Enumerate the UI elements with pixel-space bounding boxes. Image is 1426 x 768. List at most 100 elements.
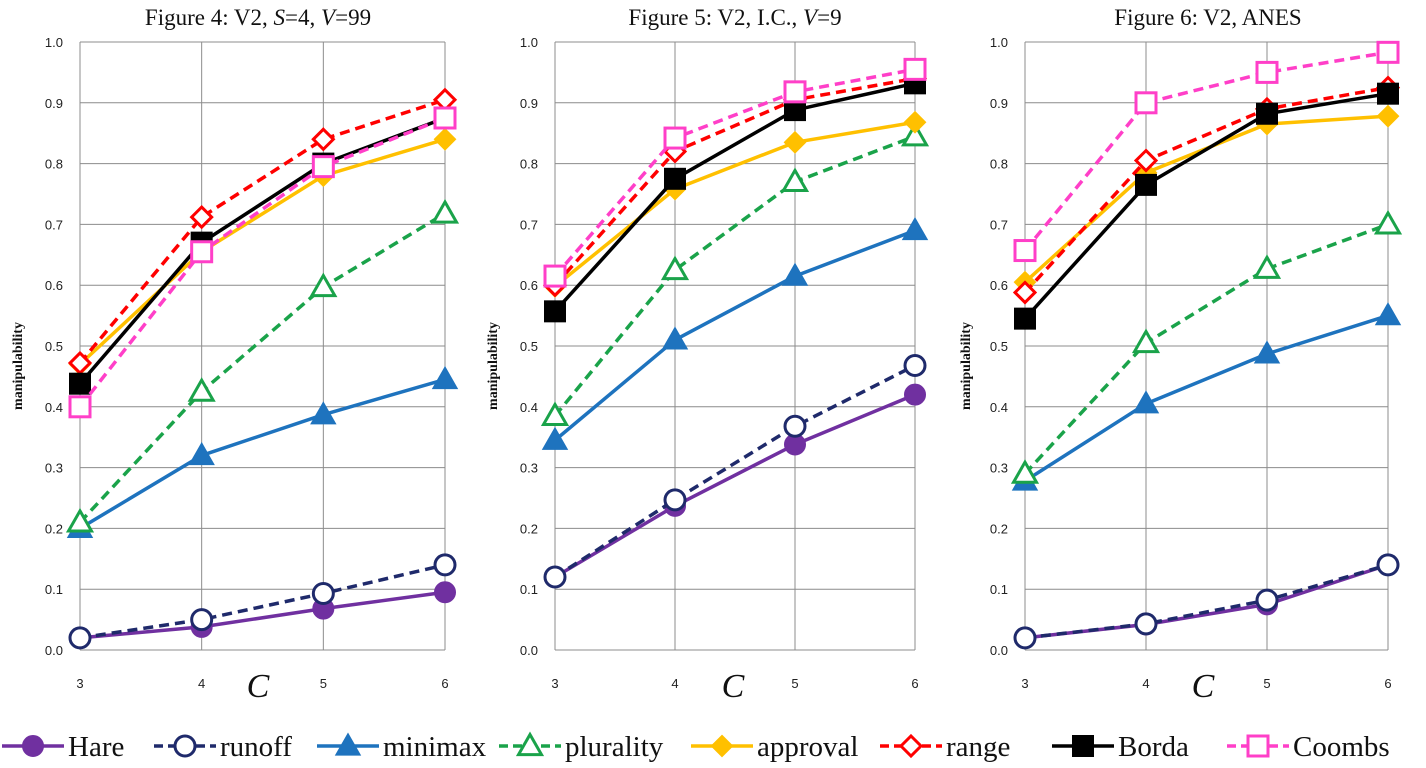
x-tick-label: 5 bbox=[320, 676, 327, 691]
series-line-runoff bbox=[1024, 563, 1389, 640]
data-point-coombs bbox=[1013, 239, 1037, 263]
data-point-hare bbox=[904, 383, 926, 406]
legend: Hare runoff minimax plurality approval range B… bbox=[2, 731, 1390, 763]
data-point-approval bbox=[903, 110, 927, 134]
data-point-range bbox=[1012, 280, 1038, 305]
series-line-range bbox=[1023, 85, 1389, 294]
y-tick-label: 0.6 bbox=[45, 278, 63, 293]
data-point-runoff bbox=[68, 626, 92, 650]
x-tick-label: 3 bbox=[1021, 676, 1028, 691]
series-runoff bbox=[1013, 553, 1400, 650]
y-tick-label: 0.3 bbox=[990, 461, 1008, 476]
data-point-plurality bbox=[1373, 209, 1403, 235]
data-point-minimax bbox=[541, 426, 569, 450]
chart-title-part: =4, bbox=[285, 5, 321, 30]
y-tick-label: 0.4 bbox=[520, 400, 538, 415]
legend-item-approval: approval bbox=[691, 731, 858, 763]
legend-marker bbox=[1072, 735, 1094, 757]
data-point-plurality bbox=[430, 198, 460, 224]
series-approval bbox=[543, 110, 927, 298]
series-line-range bbox=[553, 76, 916, 287]
chart-title-part: =9 bbox=[817, 5, 841, 30]
y-tick-label: 0.7 bbox=[520, 217, 538, 232]
data-point-plurality bbox=[187, 377, 216, 402]
x-tick-label: 6 bbox=[1384, 676, 1391, 691]
series-range bbox=[67, 87, 458, 376]
legend-label: plurality bbox=[565, 731, 664, 763]
y-tick-label: 0.5 bbox=[520, 339, 538, 354]
data-point-range bbox=[1133, 148, 1159, 173]
x-tick-label: 4 bbox=[1142, 676, 1149, 691]
y-tick-label: 0.9 bbox=[990, 96, 1008, 111]
data-point-plurality bbox=[1131, 328, 1161, 354]
series-line-approval bbox=[78, 137, 446, 366]
y-tick-label: 0.4 bbox=[990, 400, 1008, 415]
y-tick-label: 0.2 bbox=[520, 521, 538, 536]
series-line-hare bbox=[79, 590, 446, 640]
y-tick-label: 0.7 bbox=[45, 217, 63, 232]
y-tick-label: 0.8 bbox=[990, 157, 1008, 172]
legend-label: Hare bbox=[68, 731, 124, 763]
legend-label: runoff bbox=[220, 731, 292, 763]
data-point-range bbox=[189, 204, 214, 230]
x-tick-label: 6 bbox=[441, 676, 448, 691]
data-point-borda bbox=[1256, 102, 1278, 125]
data-point-plurality bbox=[1252, 254, 1282, 279]
data-point-minimax bbox=[901, 216, 929, 241]
x-axis-label: C bbox=[247, 668, 270, 705]
y-tick-label: 0.5 bbox=[45, 339, 63, 354]
series-hare bbox=[544, 383, 926, 589]
data-point-minimax bbox=[188, 441, 215, 466]
y-tick-label: 0.6 bbox=[990, 278, 1008, 293]
data-point-coombs bbox=[1376, 40, 1400, 64]
data-point-runoff bbox=[1134, 612, 1158, 636]
x-tick-label: 5 bbox=[791, 676, 798, 691]
y-tick-label: 0.8 bbox=[520, 157, 538, 172]
x-tick-label: 6 bbox=[911, 676, 918, 691]
chart-title: Figure 5: V2, I.C., V=9 bbox=[628, 5, 841, 30]
y-tick-label: 0.2 bbox=[990, 521, 1008, 536]
series-plurality bbox=[65, 198, 460, 533]
data-point-borda bbox=[1014, 307, 1036, 330]
series-line-plurality bbox=[553, 134, 916, 418]
data-point-runoff bbox=[433, 553, 457, 577]
data-point-runoff bbox=[903, 353, 927, 377]
data-point-coombs bbox=[1255, 60, 1279, 84]
series-borda bbox=[69, 107, 456, 395]
series-line-plurality bbox=[78, 211, 446, 524]
data-point-minimax bbox=[1132, 390, 1160, 414]
chart-title-part: S bbox=[274, 5, 286, 30]
series-minimax bbox=[541, 216, 929, 450]
y-tick-label: 0.3 bbox=[45, 461, 63, 476]
y-tick-label: 0.9 bbox=[520, 96, 538, 111]
chart-title-part: Figure 5: V2, I.C., bbox=[628, 5, 803, 30]
data-point-plurality bbox=[780, 167, 810, 192]
data-point-runoff bbox=[543, 565, 567, 589]
y-tick-label: 0.2 bbox=[45, 521, 63, 536]
chart-title-part: Figure 6: V2, ANES bbox=[1114, 5, 1301, 30]
chart-panel-1: 0.0 0.1 0.2 0.3 0.4 0.5 0.6 0.7 0.8 0.9 1.0 3 4 5 6 Fig… bbox=[11, 5, 460, 705]
legend-label: Coombs bbox=[1293, 731, 1390, 763]
data-point-minimax bbox=[1374, 302, 1402, 326]
chart-title-part: V bbox=[803, 5, 820, 30]
data-point-plurality bbox=[540, 401, 570, 427]
x-tick-label: 4 bbox=[671, 676, 678, 691]
data-point-plurality bbox=[309, 272, 338, 298]
legend-marker bbox=[22, 735, 44, 757]
series-line-hare bbox=[554, 393, 916, 579]
series-line-coombs bbox=[553, 67, 916, 278]
y-axis-label: manipulability bbox=[11, 322, 26, 410]
x-tick-label: 3 bbox=[551, 676, 558, 691]
y-tick-label: 0.0 bbox=[990, 643, 1008, 658]
series-line-coombs bbox=[1023, 50, 1389, 252]
data-point-minimax bbox=[1253, 340, 1281, 364]
series-line-minimax bbox=[1024, 313, 1389, 483]
series-line-borda bbox=[1023, 91, 1389, 320]
series-line-coombs bbox=[78, 116, 446, 408]
x-axis-label: C bbox=[722, 668, 745, 705]
series-line-runoff bbox=[554, 363, 916, 579]
chart-panel-2: 0.0 0.1 0.2 0.3 0.4 0.5 0.6 0.7 0.8 0.9 1.0 3 4 5 6 Fig… bbox=[486, 5, 930, 705]
data-point-plurality bbox=[1010, 459, 1040, 484]
y-tick-label: 0.1 bbox=[45, 582, 63, 597]
